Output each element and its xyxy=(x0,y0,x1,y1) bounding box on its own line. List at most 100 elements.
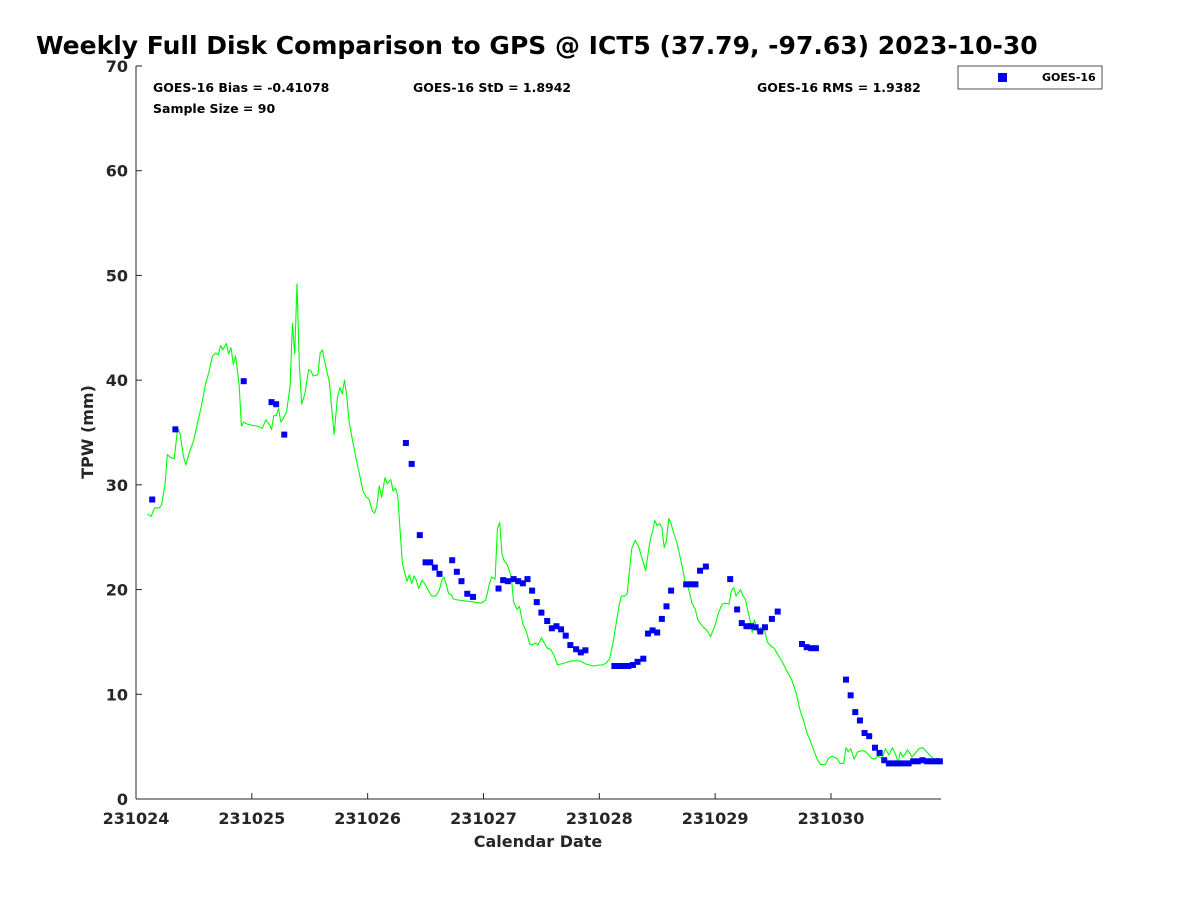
goes16-point xyxy=(905,760,912,767)
goes16-point xyxy=(464,590,471,597)
x-tick-label: 231026 xyxy=(334,809,401,828)
goes16-point xyxy=(510,576,517,583)
goes16-point xyxy=(649,627,656,634)
goes16-point xyxy=(416,532,423,539)
legend-label-goes16: GOES-16 xyxy=(1042,71,1096,84)
goes16-point xyxy=(629,661,636,668)
goes16-point xyxy=(890,760,897,767)
goes16-point xyxy=(803,644,810,651)
goes16-point xyxy=(933,758,940,765)
goes16-point xyxy=(582,647,589,654)
y-tick-label: 20 xyxy=(106,581,128,600)
goes16-point xyxy=(500,577,507,584)
goes16-point xyxy=(899,760,906,767)
goes16-point xyxy=(634,658,641,665)
goes16-point xyxy=(495,585,502,592)
goes16-point xyxy=(644,630,651,637)
goes16-point xyxy=(567,642,574,649)
goes16-point xyxy=(687,581,694,588)
goes16-point xyxy=(408,460,415,467)
gps-line xyxy=(147,283,939,765)
goes16-point xyxy=(538,609,545,616)
x-axis-ticks: 231024 231025 231026 231027 231028 231029 2310… xyxy=(103,793,865,828)
y-tick-label: 60 xyxy=(106,162,128,181)
goes16-point xyxy=(616,663,622,670)
goes16-point xyxy=(172,426,179,433)
goes16-point xyxy=(881,757,888,764)
x-tick-label: 231024 xyxy=(103,809,170,828)
goes16-point xyxy=(524,576,531,583)
goes16-point xyxy=(544,617,551,624)
goes16-point xyxy=(620,663,627,670)
plot-area: 0 10 20 30 40 50 60 70 231024 231025 231026 231027… xyxy=(103,57,943,828)
goes16-point xyxy=(436,570,443,577)
goes16-point xyxy=(281,431,288,438)
goes16-point xyxy=(847,692,854,699)
goes16-point xyxy=(885,760,892,767)
goes16-point xyxy=(876,749,883,756)
goes16-point xyxy=(924,758,931,765)
goes16-point xyxy=(562,632,569,639)
goes16-point xyxy=(812,645,819,652)
goes16-point xyxy=(852,709,859,716)
goes16-point xyxy=(422,559,429,566)
goes16-point xyxy=(928,758,935,765)
goes16-point xyxy=(402,439,409,446)
goes16-point xyxy=(529,587,536,594)
goes16-point xyxy=(808,645,815,652)
goes16-point xyxy=(748,623,755,630)
x-tick-label: 231030 xyxy=(798,809,865,828)
legend-marker-goes16 xyxy=(998,73,1007,82)
goes16-point xyxy=(799,641,806,648)
goes16-point xyxy=(453,568,460,575)
stat-std: GOES-16 StD = 1.8942 xyxy=(413,80,571,95)
goes16-point xyxy=(768,615,775,622)
goes16-point xyxy=(519,580,526,587)
goes16-point xyxy=(268,399,275,406)
chart-title: Weekly Full Disk Comparison to GPS @ ICT… xyxy=(36,31,1038,60)
goes16-point xyxy=(458,578,465,585)
stat-bias: GOES-16 Bias = -0.41078 xyxy=(153,80,329,95)
goes16-point xyxy=(553,623,560,630)
goes16-point xyxy=(774,608,781,615)
goes16-point xyxy=(734,606,741,613)
goes16-point xyxy=(658,615,665,622)
goes16-point xyxy=(861,730,868,737)
x-tick-label: 231029 xyxy=(682,809,749,828)
x-tick-label: 231025 xyxy=(218,809,285,828)
y-tick-label: 10 xyxy=(106,685,128,704)
goes16-point xyxy=(738,620,745,627)
goes16-point xyxy=(273,401,280,408)
goes16-point xyxy=(752,624,759,631)
x-axis-label: Calendar Date xyxy=(474,832,603,851)
goes16-point xyxy=(558,626,565,633)
legend: GOES-16 xyxy=(957,65,1103,90)
goes16-point xyxy=(743,623,750,630)
goes16-point xyxy=(668,587,675,594)
goes16-point xyxy=(910,758,917,765)
goes16-point xyxy=(761,624,768,631)
goes16-point xyxy=(895,760,902,767)
goes16-point xyxy=(573,646,580,653)
y-tick-label: 30 xyxy=(106,476,128,495)
goes16-point xyxy=(654,629,661,636)
stat-sample-size: Sample Size = 90 xyxy=(153,101,275,116)
goes16-point xyxy=(856,717,863,724)
goes16-point xyxy=(663,603,670,610)
goes16-point xyxy=(449,557,456,564)
y-tick-label: 50 xyxy=(106,266,128,285)
goes16-point xyxy=(515,578,522,585)
goes16-point xyxy=(871,744,878,751)
goes16-point xyxy=(843,676,850,683)
goes16-point xyxy=(533,599,540,606)
goes16-point xyxy=(640,655,647,662)
x-tick-label: 231027 xyxy=(450,809,517,828)
goes16-point xyxy=(611,663,618,670)
legend-box xyxy=(957,65,1103,90)
goes16-point xyxy=(240,378,247,385)
goes16-point xyxy=(577,649,584,656)
goes16-point xyxy=(470,593,477,600)
y-tick-label: 70 xyxy=(106,57,128,76)
goes16-point xyxy=(919,757,926,764)
